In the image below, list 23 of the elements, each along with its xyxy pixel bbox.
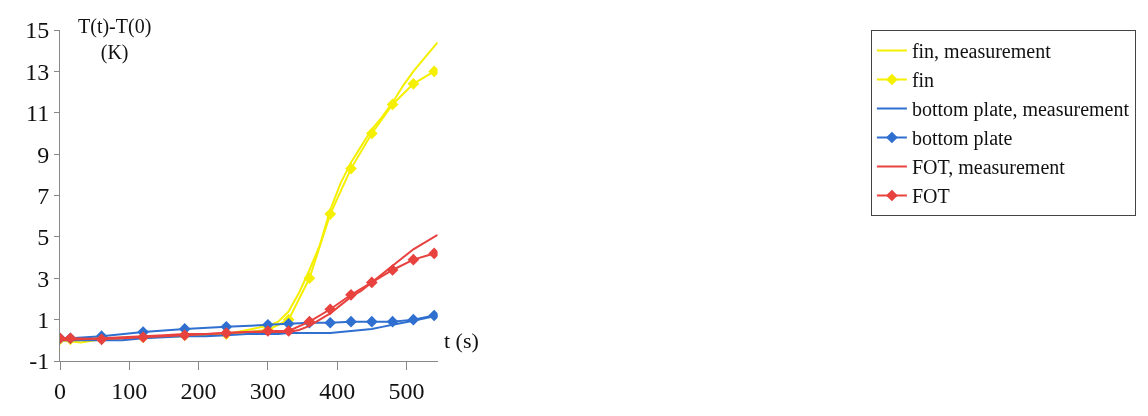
legend-label: FOT, measurement <box>911 156 1066 179</box>
y-tick-label: 11 <box>26 100 50 127</box>
y-tick-label: 3 <box>37 265 50 292</box>
y-tick-label: 15 <box>25 17 50 44</box>
y-axis-title: T(t)-T(0) (K) <box>78 15 152 64</box>
x-tick-label: 0 <box>54 377 66 404</box>
y-tick-label: 7 <box>37 182 50 209</box>
x-tick-label: 100 <box>111 377 148 404</box>
x-tick-label: 200 <box>180 377 217 404</box>
legend-label: FOT <box>911 185 950 208</box>
y-tick-label: 13 <box>25 58 50 85</box>
legend-label: fin <box>911 69 935 92</box>
y-tick-label: 1 <box>37 307 50 334</box>
x-axis-title: t (s) <box>444 328 479 353</box>
x-tick-label: 500 <box>388 377 425 404</box>
y-tick-label: 9 <box>37 141 50 168</box>
y-tick-label: -1 <box>29 348 50 375</box>
x-tick-label: 400 <box>319 377 356 404</box>
legend-label: bottom plate <box>911 127 1013 151</box>
x-tick-label: 300 <box>249 377 286 404</box>
legend-label: fin, measurement <box>911 40 1052 63</box>
y-tick-label: 5 <box>37 224 50 251</box>
legend-label: bottom plate, measurement <box>911 98 1130 122</box>
